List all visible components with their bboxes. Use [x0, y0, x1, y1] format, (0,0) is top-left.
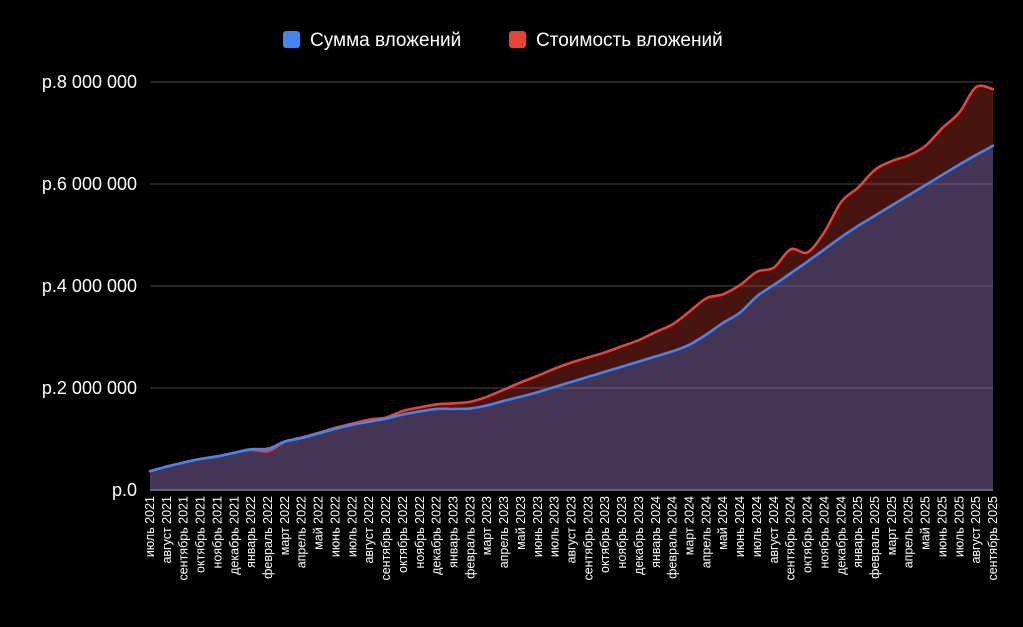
x-tick-label: август 2024 — [767, 496, 781, 564]
legend: Сумма вложений Стоимость вложений — [283, 30, 723, 51]
x-tick-label: сентябрь 2022 — [379, 496, 393, 581]
x-tick-label: март 2024 — [683, 496, 697, 555]
x-tick-label: апрель 2024 — [699, 496, 713, 568]
x-tick-label: июнь 2022 — [328, 496, 342, 557]
legend-item-invested[interactable]: Сумма вложений — [283, 30, 461, 51]
x-tick-label: май 2022 — [312, 496, 326, 550]
legend-swatch-value — [509, 31, 526, 48]
legend-label-invested: Сумма вложений — [310, 30, 461, 51]
x-tick-label: июль 2024 — [750, 496, 764, 557]
x-tick-label: декабрь 2023 — [632, 496, 646, 575]
x-tick-label: февраль 2025 — [868, 496, 882, 579]
x-tick-label: сентябрь 2023 — [581, 496, 595, 581]
x-tick-label: октябрь 2021 — [194, 496, 208, 573]
x-tick-label: ноябрь 2021 — [210, 496, 224, 569]
x-tick-label: август 2021 — [160, 496, 174, 564]
y-tick-label: р.0 — [112, 480, 137, 500]
x-tick-label: апрель 2023 — [497, 496, 511, 568]
legend-swatch-invested — [283, 31, 300, 48]
x-tick-label: март 2023 — [480, 496, 494, 555]
x-tick-label: декабрь 2024 — [834, 496, 848, 575]
y-tick-label: р.4 000 000 — [42, 276, 137, 296]
x-tick-label: февраль 2022 — [261, 496, 275, 579]
x-tick-label: август 2022 — [362, 496, 376, 564]
x-axis: июль 2021 август 2021 сентябрь 2021 октябрь… — [143, 496, 1000, 581]
x-tick-label: июнь 2025 — [935, 496, 949, 557]
x-tick-label: февраль 2024 — [666, 496, 680, 579]
x-tick-label: декабрь 2021 — [227, 496, 241, 575]
x-tick-label: август 2023 — [565, 496, 579, 564]
x-tick-label: июнь 2023 — [531, 496, 545, 557]
y-tick-label: р.6 000 000 — [42, 174, 137, 194]
x-tick-label: январь 2025 — [851, 496, 865, 568]
x-tick-label: ноябрь 2024 — [817, 496, 831, 569]
x-tick-label: январь 2022 — [244, 496, 258, 568]
x-tick-label: март 2025 — [885, 496, 899, 555]
x-tick-label: ноябрь 2023 — [615, 496, 629, 569]
x-tick-label: ноябрь 2022 — [413, 496, 427, 569]
x-tick-label: октябрь 2023 — [598, 496, 612, 573]
plot-areas — [150, 85, 993, 490]
x-tick-label: август 2025 — [969, 496, 983, 564]
area-series-0 — [150, 145, 993, 490]
x-tick-label: сентябрь 2025 — [986, 496, 1000, 581]
x-tick-label: октябрь 2024 — [801, 496, 815, 573]
x-tick-label: апрель 2022 — [295, 496, 309, 568]
y-tick-label: р.8 000 000 — [42, 72, 137, 92]
x-tick-label: сентябрь 2021 — [177, 496, 191, 581]
grid — [150, 81, 993, 491]
x-tick-label: октябрь 2022 — [396, 496, 410, 573]
legend-item-value[interactable]: Стоимость вложений — [509, 30, 723, 51]
x-tick-label: июль 2021 — [143, 496, 157, 557]
legend-label-value: Стоимость вложений — [536, 30, 723, 51]
x-tick-label: май 2023 — [514, 496, 528, 550]
x-tick-label: июль 2023 — [548, 496, 562, 557]
x-tick-label: май 2024 — [716, 496, 730, 550]
x-tick-label: май 2025 — [919, 496, 933, 550]
x-tick-label: июнь 2024 — [733, 496, 747, 557]
x-tick-label: февраль 2023 — [463, 496, 477, 579]
y-axis: р.0 р.2 000 000 р.4 000 000 р.6 000 000 р.8 … — [42, 72, 137, 500]
x-tick-label: апрель 2025 — [902, 496, 916, 568]
x-tick-label: сентябрь 2024 — [784, 496, 798, 581]
x-tick-label: декабрь 2022 — [430, 496, 444, 575]
x-tick-label: январь 2024 — [649, 496, 663, 568]
y-tick-label: р.2 000 000 — [42, 378, 137, 398]
area-series-1 — [150, 85, 993, 490]
x-tick-label: март 2022 — [278, 496, 292, 555]
x-tick-label: июль 2022 — [345, 496, 359, 557]
line-series-0[interactable] — [148, 144, 995, 473]
plot-lines — [148, 84, 995, 473]
x-tick-label: январь 2023 — [446, 496, 460, 568]
x-tick-label: июль 2025 — [952, 496, 966, 557]
